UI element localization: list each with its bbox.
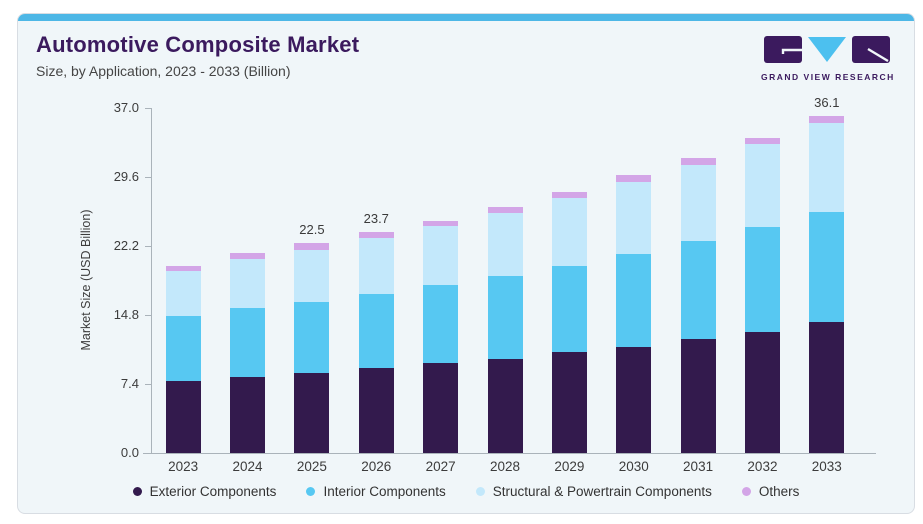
card-accent-bar (18, 14, 914, 21)
x-axis-label: 2027 (425, 459, 456, 474)
page-title: Automotive Composite Market (36, 32, 360, 57)
y-axis-line (151, 108, 152, 453)
y-axis-title: Market Size (USD Billion) (79, 209, 93, 351)
legend-label: Interior Components (323, 484, 446, 499)
bar-segment (423, 285, 459, 363)
y-axis-tick (145, 245, 151, 247)
x-axis-label: 2031 (683, 459, 714, 474)
bar-segment (423, 226, 459, 286)
bar-segment (551, 197, 587, 266)
y-axis-tick-label: 7.4 (120, 376, 139, 391)
logo-v-triangle (808, 37, 846, 62)
bar-segment (680, 158, 716, 165)
bar-segment (294, 301, 330, 373)
chart-card: Automotive Composite Market Size, by App… (17, 13, 915, 514)
bar-segment (744, 137, 780, 145)
x-axis-label: 2028 (489, 459, 521, 474)
legend-item: Exterior Components (132, 484, 277, 499)
y-axis-tick-label: 37.0 (113, 100, 139, 115)
bar-segment (165, 315, 201, 382)
legend-color-dot (741, 487, 751, 496)
bar-segment (423, 220, 459, 227)
y-axis-tick (145, 314, 151, 316)
bar-segment (358, 293, 394, 369)
x-axis-label: 2023 (168, 459, 199, 474)
bar-segment (294, 372, 330, 453)
bar-segment (809, 211, 845, 322)
bar-segment (230, 259, 266, 309)
bar-segment (165, 265, 201, 272)
bar-segment (230, 253, 266, 260)
bar-segment (616, 254, 652, 347)
legend-label: Structural & Powertrain Components (492, 484, 712, 499)
legend-color-dot (306, 487, 316, 496)
y-axis-tick-label: 22.2 (113, 238, 139, 253)
chart-legend: Exterior Components Interior Components St… (18, 484, 914, 499)
bar-segment (487, 206, 523, 214)
logo-g-mark (781, 48, 802, 54)
y-axis-tick (145, 107, 151, 109)
bar-segment (294, 243, 330, 250)
y-axis-tick (145, 176, 151, 178)
bar-segment (680, 339, 716, 453)
bar-segment (230, 308, 266, 377)
bar-segment (809, 321, 845, 453)
legend-label: Others (758, 484, 800, 499)
bar-segment (165, 381, 201, 453)
bar-segment (616, 181, 652, 255)
y-axis-tick (145, 383, 151, 385)
legend-item: Interior Components (306, 484, 446, 499)
bar-segment (423, 362, 459, 453)
bar-segment (616, 175, 652, 182)
x-axis-label: 2032 (747, 459, 778, 474)
gvr-logo-icon (764, 36, 890, 63)
bar-segment (358, 237, 394, 294)
bar-segment (165, 271, 201, 316)
bar-segment (551, 191, 587, 198)
legend-label: Exterior Components (149, 484, 277, 499)
grand-view-research-logo: GRAND VIEW RESEARCH (761, 36, 893, 82)
bar-segment (487, 213, 523, 276)
bar-segment (680, 164, 716, 242)
legend-item: Structural & Powertrain Components (475, 484, 712, 499)
x-axis-label: 2030 (618, 459, 649, 474)
bar-segment (487, 358, 523, 453)
bar-segment (744, 227, 780, 332)
plot-area: 0.0 7.4 14.8 22.2 29.6 37.0 2023 2024 22.5 2025 23… (114, 95, 876, 474)
bar-segment (487, 275, 523, 359)
bar-segment (680, 241, 716, 340)
x-axis-label: 2033 (811, 459, 842, 474)
bar-segment (809, 122, 845, 212)
bar-segment (230, 376, 266, 453)
bar-segment (358, 232, 394, 238)
x-axis-label: 2026 (361, 459, 392, 474)
legend-color-dot (132, 487, 142, 496)
bar-segment (744, 331, 780, 453)
bar-segment (744, 144, 780, 228)
logo-r-mark (867, 47, 889, 63)
x-axis-line (143, 453, 876, 454)
bar-value-label: 36.1 (814, 95, 840, 111)
bar-segment (809, 116, 845, 123)
bar-segment (294, 249, 330, 302)
bar-segment (551, 265, 587, 353)
bar-segment (616, 346, 652, 453)
x-axis-label: 2025 (296, 459, 327, 474)
bar-segment (551, 352, 587, 453)
chart-subtitle: Size, by Application, 2023 - 2033 (Billi… (36, 63, 291, 79)
y-axis-tick-label: 14.8 (113, 307, 139, 322)
bar-value-label: 23.7 (363, 211, 389, 227)
x-axis-label: 2024 (232, 459, 263, 474)
bar-segment (358, 368, 394, 453)
legend-color-dot (475, 487, 485, 496)
logo-text: GRAND VIEW RESEARCH (761, 72, 895, 82)
bar-value-label: 22.5 (299, 222, 325, 238)
y-axis-tick (145, 452, 151, 454)
chart-header: Automotive Composite Market Size, by App… (36, 32, 359, 79)
x-axis-label: 2029 (554, 459, 585, 474)
legend-item: Others (741, 484, 800, 499)
y-axis-tick-label: 0.0 (120, 445, 139, 460)
y-axis-tick-label: 29.6 (113, 169, 139, 184)
